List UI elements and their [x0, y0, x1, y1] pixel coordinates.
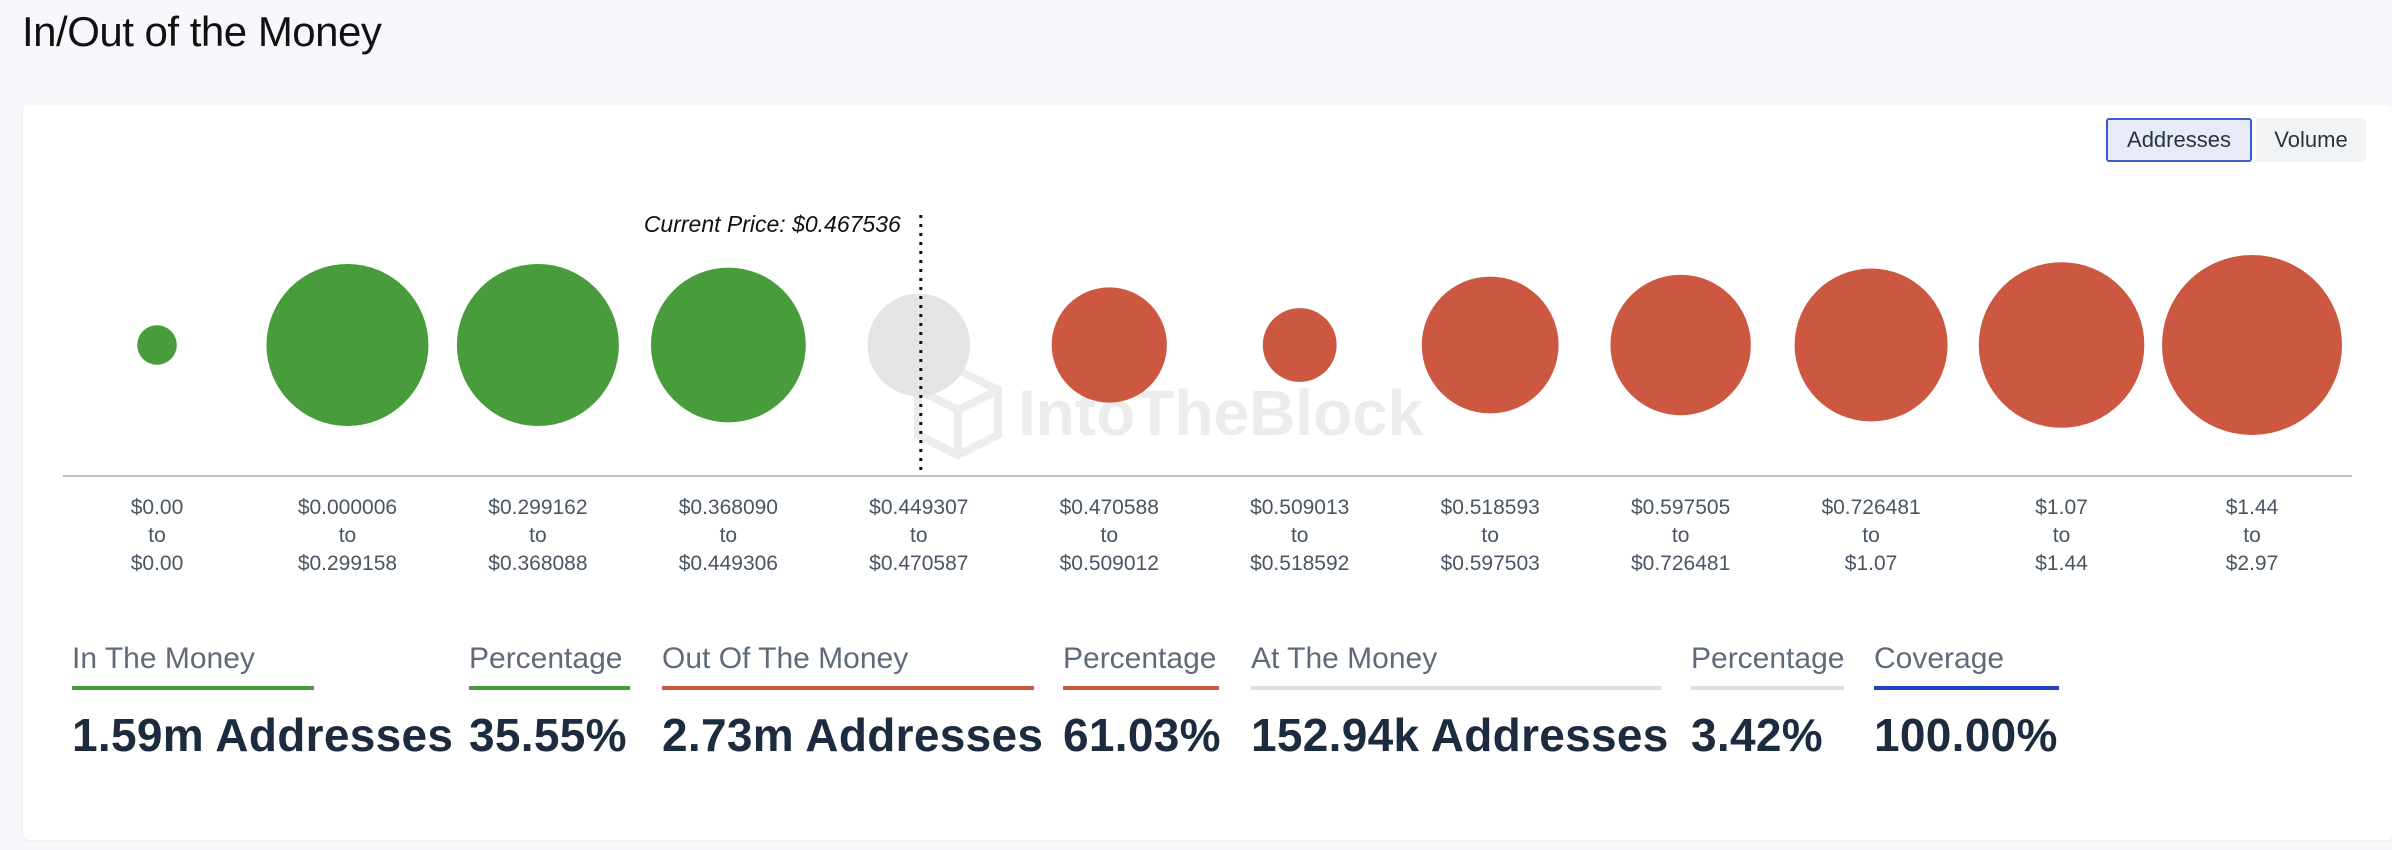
stat-bar-in_pct: [469, 686, 630, 690]
bubble-out-11[interactable]: [2162, 255, 2342, 435]
stat-bar-at_money: [1251, 686, 1662, 690]
stat-label-in_money: In The Money: [72, 642, 255, 675]
tick-label-6-to: $0.518592: [1250, 552, 1349, 575]
bubble-out-5[interactable]: [1051, 287, 1167, 403]
stat-at_pct: Percentage 3.42%: [1691, 642, 1844, 762]
tick-label-5-from: $0.470588: [1060, 496, 1159, 519]
stat-value-out_money: 2.73m Addresses: [662, 709, 1044, 761]
tick-label-1-connector: to: [339, 524, 357, 547]
bubble-in-3[interactable]: [650, 267, 806, 423]
stat-bar-coverage: [1874, 686, 2059, 690]
tick-label-3-from: $0.368090: [679, 496, 778, 519]
stat-in_money: In The Money 1.59m Addresses: [72, 642, 454, 762]
tick-label-3-to: $0.449306: [679, 552, 778, 575]
stat-label-coverage: Coverage: [1874, 642, 2005, 675]
tick-label-3-connector: to: [720, 524, 738, 547]
bubble-out-9[interactable]: [1794, 268, 1948, 422]
tick-label-10-connector: to: [2053, 524, 2071, 547]
bubble-out-6[interactable]: [1262, 308, 1337, 382]
tick-label-0-from: $0.00: [131, 496, 184, 519]
tick-label-7-from: $0.518593: [1441, 496, 1540, 519]
stat-coverage: Coverage 100.00%: [1874, 642, 2059, 762]
stat-bar-out_money: [662, 686, 1034, 690]
stat-label-out_money: Out Of The Money: [662, 642, 909, 675]
stat-in_pct: Percentage 35.55%: [469, 642, 630, 762]
bubble-out-8[interactable]: [1610, 274, 1751, 416]
bubble-in-2[interactable]: [456, 264, 619, 426]
tick-label-1-from: $0.000006: [298, 496, 397, 519]
tick-label-2-to: $0.368088: [488, 552, 587, 575]
stat-bar-at_pct: [1691, 686, 1844, 690]
stat-label-in_pct: Percentage: [469, 642, 623, 675]
tick-label-4-connector: to: [910, 524, 928, 547]
tick-label-9-to: $1.07: [1845, 552, 1898, 575]
stat-value-at_money: 152.94k Addresses: [1251, 709, 1669, 761]
stat-value-out_pct: 61.03%: [1063, 709, 1221, 761]
tick-label-11-to: $2.97: [2226, 552, 2279, 575]
stat-value-at_pct: 3.42%: [1691, 709, 1823, 761]
tick-label-9-connector: to: [1862, 524, 1880, 547]
stat-out_pct: Percentage 61.03%: [1063, 642, 1221, 762]
bubble-chart: IntoTheBlock Current Price: $0.467536 $0…: [63, 211, 2352, 575]
tick-label-11-connector: to: [2243, 524, 2261, 547]
volume-toggle-button[interactable]: Volume: [2256, 118, 2366, 162]
stat-bar-out_pct: [1063, 686, 1219, 690]
bubble-in-1[interactable]: [266, 264, 429, 426]
tick-label-10-to: $1.44: [2035, 552, 2088, 575]
current-price-label: Current Price: $0.467536: [644, 211, 901, 237]
tick-label-8-from: $0.597505: [1631, 496, 1730, 519]
bubble-out-7[interactable]: [1421, 276, 1559, 414]
bubble-in-0[interactable]: [137, 325, 177, 365]
tick-label-6-connector: to: [1291, 524, 1309, 547]
tick-label-2-connector: to: [529, 524, 547, 547]
chart-card: Addresses Volume IntoTheBlock Current Pr…: [23, 105, 2392, 840]
stat-bar-in_money: [72, 686, 314, 690]
bubble-at-4[interactable]: [867, 293, 971, 397]
tick-label-2-from: $0.299162: [488, 496, 587, 519]
tick-label-1-to: $0.299158: [298, 552, 397, 575]
tick-label-4-to: $0.470587: [869, 552, 968, 575]
tick-label-8-to: $0.726481: [1631, 552, 1730, 575]
tick-label-5-to: $0.509012: [1060, 552, 1159, 575]
bubble-out-10[interactable]: [1978, 262, 2145, 428]
tick-label-10-from: $1.07: [2035, 496, 2088, 519]
tick-label-7-connector: to: [1481, 524, 1499, 547]
tick-label-11-from: $1.44: [2226, 496, 2279, 519]
tick-label-4-from: $0.449307: [869, 496, 968, 519]
stats-row: In The Money 1.59m Addresses Percentage 35.…: [23, 105, 2392, 840]
stat-value-coverage: 100.00%: [1874, 709, 2058, 761]
tick-label-7-to: $0.597503: [1441, 552, 1540, 575]
stat-at_money: At The Money 152.94k Addresses: [1251, 642, 1669, 762]
addresses-toggle-button[interactable]: Addresses: [2106, 118, 2252, 162]
tick-label-0-connector: to: [148, 524, 166, 547]
tick-label-9-from: $0.726481: [1821, 496, 1920, 519]
stat-out_money: Out Of The Money 2.73m Addresses: [662, 642, 1044, 762]
page-title: In/Out of the Money: [22, 8, 382, 55]
metric-toggle: Addresses Volume: [2106, 118, 2366, 162]
tick-label-8-connector: to: [1672, 524, 1690, 547]
stat-value-in_money: 1.59m Addresses: [72, 709, 454, 761]
tick-label-5-connector: to: [1101, 524, 1119, 547]
tick-label-6-from: $0.509013: [1250, 496, 1349, 519]
stat-label-out_pct: Percentage: [1063, 642, 1217, 675]
stat-label-at_pct: Percentage: [1691, 642, 1845, 675]
stat-value-in_pct: 35.55%: [469, 709, 627, 761]
stat-label-at_money: At The Money: [1251, 642, 1438, 675]
tick-label-0-to: $0.00: [131, 552, 184, 575]
